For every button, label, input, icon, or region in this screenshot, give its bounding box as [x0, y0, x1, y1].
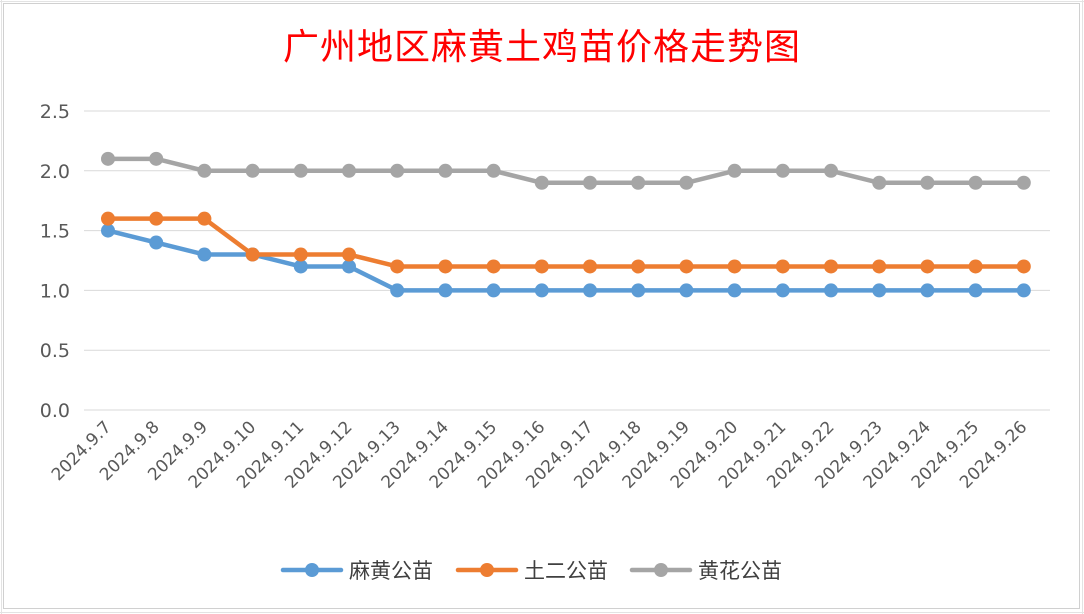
data-point-series-2[interactable] [438, 259, 453, 274]
data-point-series-2[interactable] [872, 259, 887, 274]
legend-label: 黄花公苗 [698, 559, 782, 583]
data-point-series-2[interactable] [1016, 259, 1031, 274]
data-point-series-2[interactable] [390, 259, 405, 274]
y-tick-label: 0.5 [40, 340, 70, 362]
data-point-series-1[interactable] [872, 283, 887, 298]
data-point-series-1[interactable] [486, 283, 501, 298]
data-point-series-2[interactable] [968, 259, 983, 274]
data-point-series-2[interactable] [101, 211, 115, 226]
legend-marker [480, 563, 494, 577]
data-point-series-3[interactable] [534, 175, 549, 190]
y-tick-label: 1.0 [40, 280, 70, 302]
data-point-series-1[interactable] [390, 283, 405, 298]
series-line-3[interactable] [105, 156, 1027, 186]
data-point-series-2[interactable] [197, 211, 212, 226]
data-point-series-3[interactable] [727, 163, 742, 178]
data-point-series-2[interactable] [727, 259, 742, 274]
data-point-series-3[interactable] [245, 163, 260, 178]
data-point-series-1[interactable] [101, 223, 115, 238]
data-point-series-1[interactable] [631, 283, 646, 298]
data-point-series-3[interactable] [968, 175, 983, 190]
y-tick-label: 2.5 [40, 101, 70, 123]
data-point-series-1[interactable] [679, 283, 694, 298]
data-point-series-3[interactable] [872, 175, 887, 190]
legend-label: 麻黄公苗 [349, 559, 433, 583]
data-point-series-1[interactable] [293, 259, 308, 274]
data-point-series-1[interactable] [1016, 283, 1031, 298]
data-point-series-1[interactable] [775, 283, 790, 298]
chart-area[interactable] [3, 3, 1080, 609]
data-point-series-2[interactable] [534, 259, 549, 274]
chart-title: 广州地区麻黄土鸡苗价格走势图 [282, 27, 801, 68]
data-point-series-2[interactable] [920, 259, 935, 274]
data-point-series-3[interactable] [293, 163, 308, 178]
sheet-gridline [1, 0, 2, 614]
data-point-series-2[interactable] [583, 259, 597, 274]
data-point-series-2[interactable] [245, 247, 260, 262]
data-point-series-2[interactable] [679, 259, 694, 274]
data-point-series-1[interactable] [824, 283, 838, 298]
data-point-series-1[interactable] [968, 283, 983, 298]
data-point-series-2[interactable] [486, 259, 501, 274]
data-point-series-3[interactable] [824, 163, 838, 178]
data-point-series-2[interactable] [775, 259, 790, 274]
data-point-series-3[interactable] [920, 175, 935, 190]
data-point-series-2[interactable] [149, 211, 164, 226]
data-point-series-1[interactable] [534, 283, 549, 298]
data-point-series-2[interactable] [631, 259, 646, 274]
data-point-series-1[interactable] [149, 235, 164, 250]
data-point-series-3[interactable] [101, 151, 115, 166]
sheet-gridline [0, 612, 1084, 613]
y-tick-label: 1.5 [40, 221, 70, 243]
y-tick-label: 2.0 [40, 161, 70, 183]
data-point-series-3[interactable] [1016, 175, 1031, 190]
y-tick-label: 0.0 [40, 400, 70, 422]
sheet-gridline [1082, 0, 1083, 614]
data-point-series-1[interactable] [727, 283, 742, 298]
data-point-series-1[interactable] [920, 283, 935, 298]
legend-marker [654, 563, 668, 577]
series-line-1[interactable] [105, 228, 1027, 293]
legend-marker [305, 563, 319, 577]
data-point-series-1[interactable] [583, 283, 597, 298]
data-point-series-2[interactable] [824, 259, 838, 274]
data-point-series-1[interactable] [438, 283, 453, 298]
data-point-series-3[interactable] [631, 175, 646, 190]
data-point-series-3[interactable] [679, 175, 694, 190]
data-point-series-3[interactable] [583, 175, 597, 190]
data-point-series-3[interactable] [390, 163, 405, 178]
data-point-series-2[interactable] [342, 247, 356, 262]
data-point-series-1[interactable] [342, 259, 356, 274]
data-point-series-3[interactable] [438, 163, 453, 178]
data-point-series-3[interactable] [486, 163, 501, 178]
data-point-series-3[interactable] [197, 163, 212, 178]
data-point-series-3[interactable] [149, 151, 164, 166]
data-point-series-3[interactable] [342, 163, 356, 178]
data-point-series-3[interactable] [775, 163, 790, 178]
legend-label: 土二公苗 [524, 559, 608, 583]
sheet-gridline [0, 1, 1084, 2]
data-point-series-1[interactable] [197, 247, 212, 262]
series-line-2[interactable] [105, 216, 1027, 269]
data-point-series-2[interactable] [293, 247, 308, 262]
